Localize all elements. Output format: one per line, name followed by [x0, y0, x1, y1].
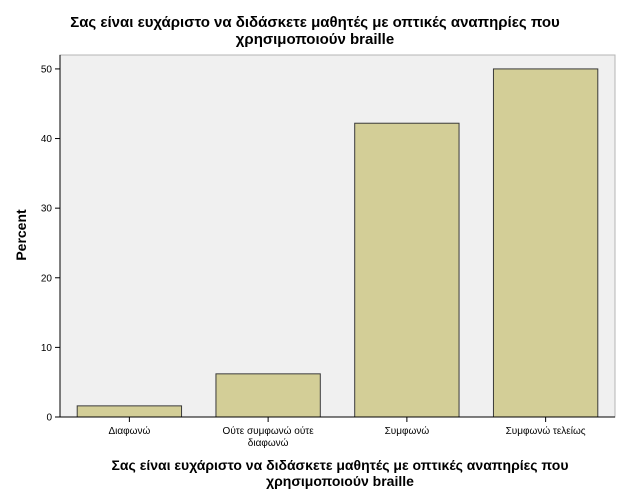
y-tick-label: 30	[41, 204, 53, 215]
y-axis-title: Percent	[13, 209, 29, 261]
bar	[215, 373, 321, 418]
bars	[76, 68, 599, 418]
y-tick-label: 10	[41, 343, 53, 354]
y-tick-label: 20	[41, 273, 53, 284]
chart-title-line-2: χρησιμοποιούν braille	[236, 31, 394, 48]
y-tick-label: 50	[41, 64, 53, 75]
y-tick-label: 40	[41, 134, 53, 145]
bar	[76, 405, 183, 418]
x-tick-label: διαφωνώ	[248, 437, 289, 449]
bar	[354, 122, 460, 418]
bar	[492, 68, 599, 418]
x-tick-label: Συμφωνώ τελείως	[506, 425, 586, 437]
x-tick-label: Διαφωνώ	[108, 425, 150, 437]
y-tick-label: 0	[46, 413, 52, 424]
x-axis-title-line-1: Σας είναι ευχάριστο να διδάσκετε μαθητές…	[112, 457, 569, 473]
x-tick-label: Συμφωνώ	[385, 425, 430, 437]
x-axis-title-line-2: χρησιμοποιούν braille	[266, 473, 414, 489]
chart-title-line-1: Σας είναι ευχάριστο να διδάσκετε μαθητές…	[70, 14, 560, 31]
x-tick-label: Ούτε συμφωνώ ούτε	[223, 425, 315, 437]
y-axis: 0 10 20 30 40 50	[41, 55, 61, 424]
